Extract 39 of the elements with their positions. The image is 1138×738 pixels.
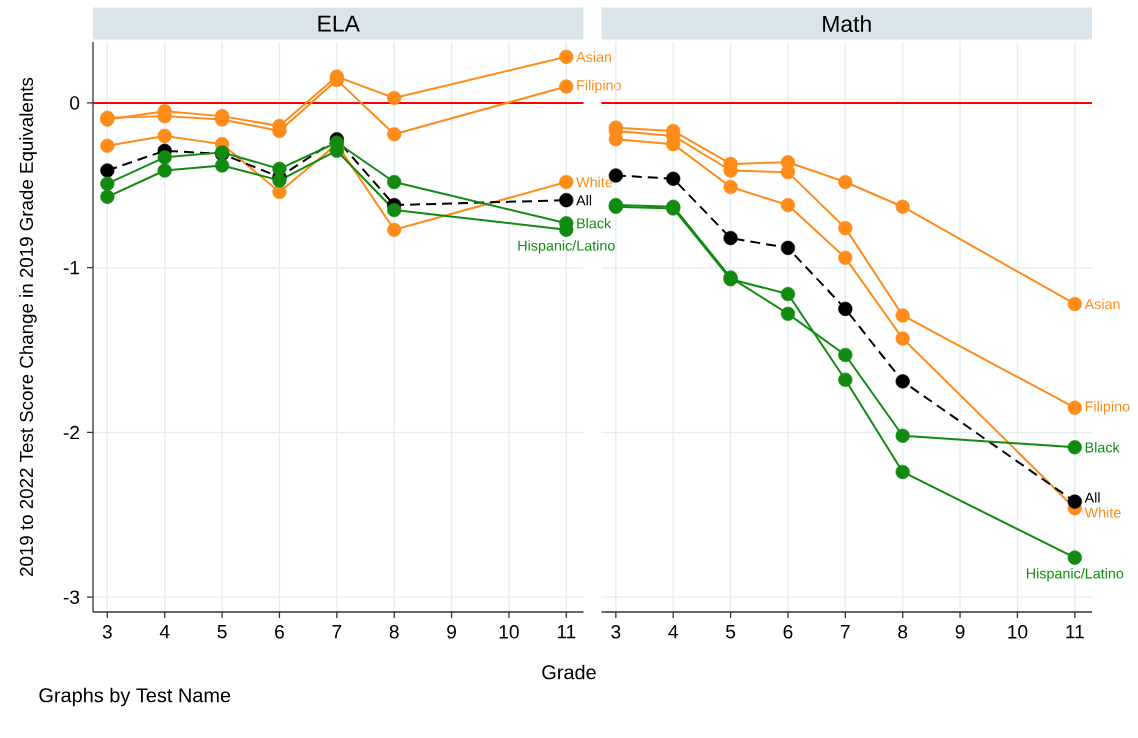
series-label: Asian xyxy=(1084,298,1120,310)
series-label: Hispanic/Latino xyxy=(1026,568,1124,582)
y-tick-label: -2 xyxy=(63,425,80,440)
x-tick-label: 11 xyxy=(557,625,576,639)
series-label: White xyxy=(576,176,613,188)
x-axis-title: Grade xyxy=(542,664,596,680)
y-tick-label: -3 xyxy=(63,590,80,604)
x-tick-label: 7 xyxy=(332,625,342,639)
chart-title: ELA xyxy=(318,15,360,32)
series-label: Black xyxy=(577,217,612,229)
x-tick-label: 4 xyxy=(668,625,678,639)
x-tick-label: 7 xyxy=(840,625,850,639)
x-tick-label: 10 xyxy=(499,625,519,639)
x-tick-label: 3 xyxy=(611,625,621,639)
x-tick-label: 8 xyxy=(898,625,908,639)
series-label: Black xyxy=(1085,441,1120,453)
x-tick-label: 10 xyxy=(1008,625,1028,639)
x-tick-label: 6 xyxy=(275,625,284,639)
series-label: Filipino xyxy=(577,79,621,94)
x-tick-label: 3 xyxy=(102,625,112,639)
series-label: All xyxy=(576,194,592,206)
series-label: White xyxy=(1084,507,1121,518)
series-label: Hispanic/Latino xyxy=(518,240,615,254)
y-tick-label: 0 xyxy=(70,96,80,110)
x-tick-label: 6 xyxy=(783,625,793,639)
x-tick-label: 11 xyxy=(1066,625,1084,639)
x-tick-label: 9 xyxy=(447,625,456,639)
series-label: Filipino xyxy=(1085,401,1130,415)
x-tick-label: 5 xyxy=(217,625,227,639)
x-tick-label: 9 xyxy=(955,625,965,639)
y-axis-title: 2019 to 2022 Test Score Change in 2019 Grade Equivalents xyxy=(19,77,37,576)
x-tick-label: 4 xyxy=(159,625,170,639)
x-tick-label: 5 xyxy=(726,625,736,639)
y-tick-label: -1 xyxy=(63,261,80,275)
chart-title: Math xyxy=(823,15,871,32)
x-tick-label: 8 xyxy=(389,625,399,639)
series-label: Asian xyxy=(576,51,612,63)
text: Graphs by Test Name xyxy=(39,687,231,707)
series-label: All xyxy=(1084,492,1100,503)
